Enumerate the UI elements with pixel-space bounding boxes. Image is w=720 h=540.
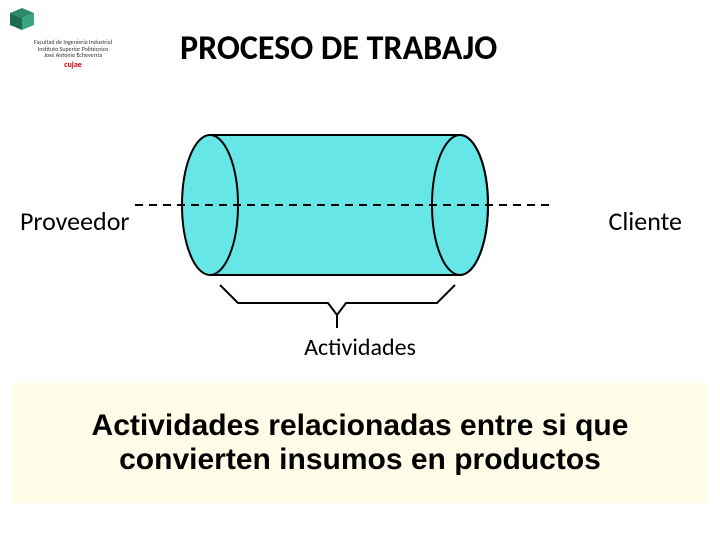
logo-cube-icon — [8, 8, 36, 32]
label-proveedor: Proveedor — [20, 205, 129, 237]
label-cliente: Cliente — [608, 205, 682, 237]
label-actividades: Actividades — [0, 333, 720, 362]
logo-block: Facultad de Ingeniería Industrial Instit… — [8, 8, 138, 70]
definition-banner: Actividades relacionadas entre si que co… — [12, 383, 708, 503]
logo-brand: cujae — [8, 60, 138, 70]
logo-text-line3: José Antonio Echeverría — [8, 52, 138, 59]
definition-text: Actividades relacionadas entre si que co… — [32, 409, 688, 478]
page-title: PROCESO DE TRABAJO — [180, 28, 497, 69]
